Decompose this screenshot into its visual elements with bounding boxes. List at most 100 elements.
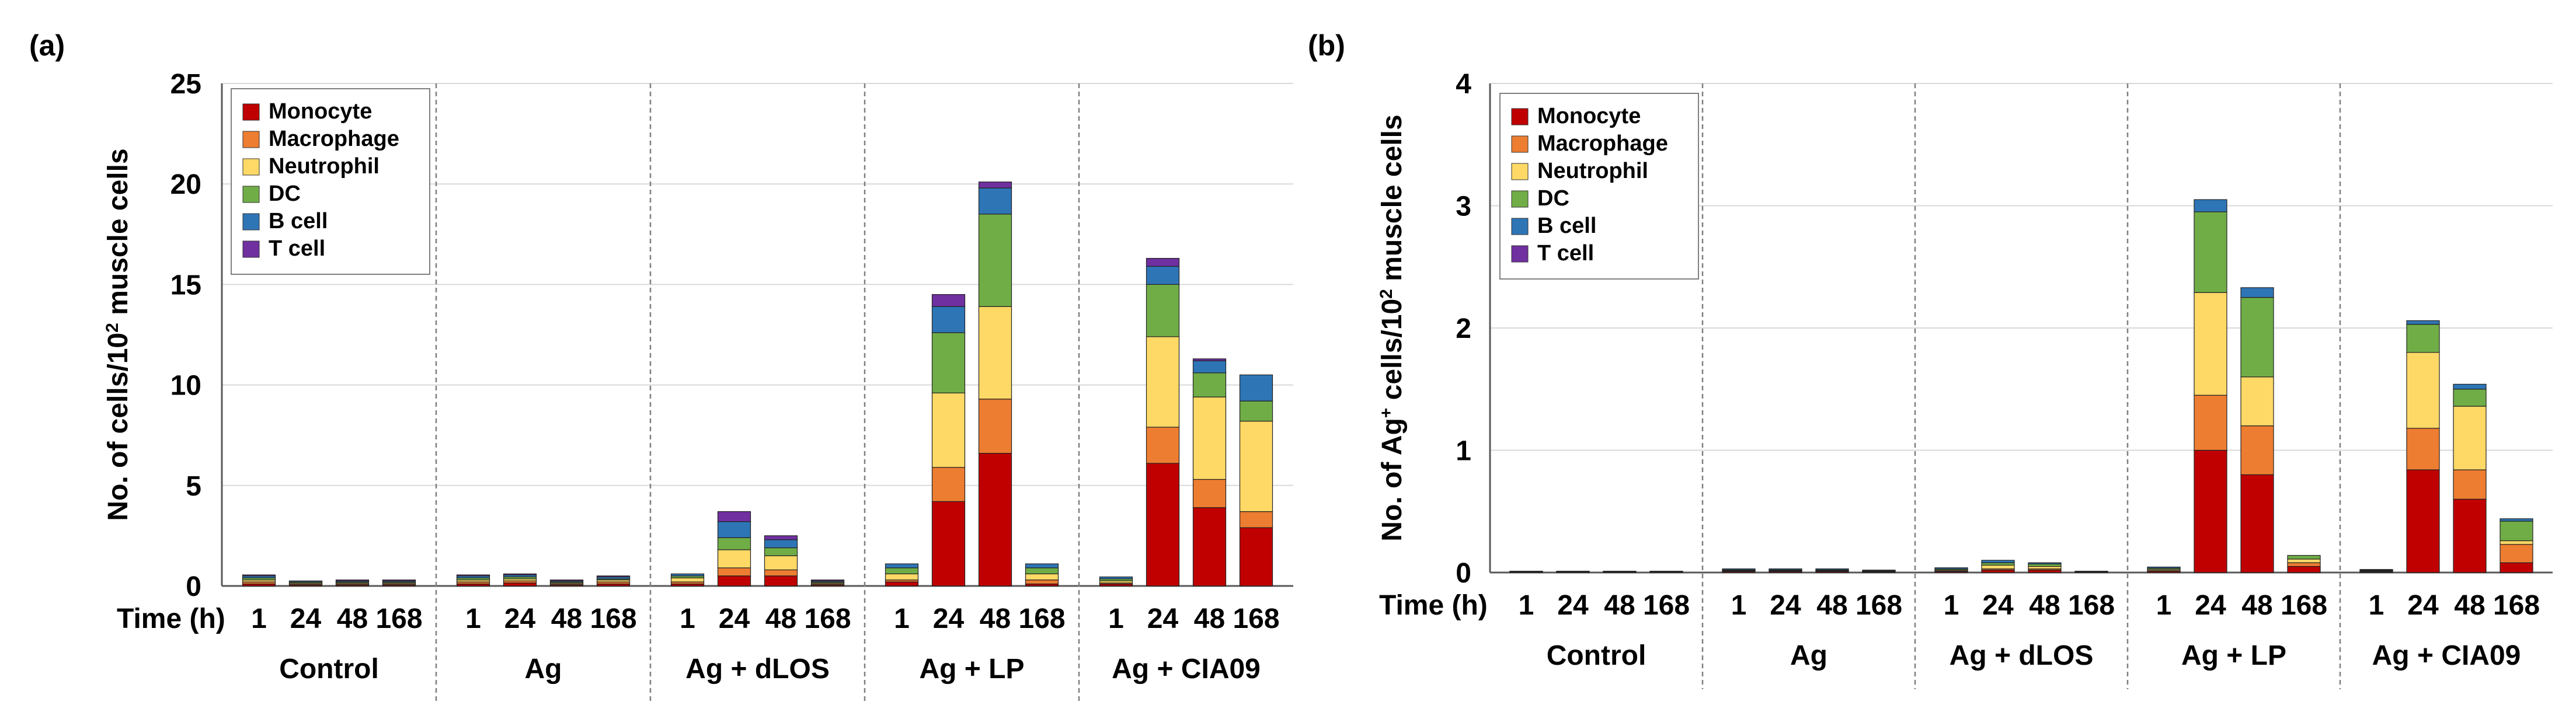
legend-swatch bbox=[1511, 190, 1529, 208]
legend-swatch bbox=[242, 213, 260, 231]
bar-segment-macrophage bbox=[2287, 562, 2321, 567]
bar-segment-b-cell bbox=[2194, 199, 2227, 212]
bar-segment-dc bbox=[2500, 521, 2533, 542]
bar-segment-dc bbox=[1239, 400, 1273, 422]
bar-segment-t-cell bbox=[978, 182, 1012, 189]
legend-swatch bbox=[1511, 163, 1529, 180]
bar-segment-b-cell bbox=[1099, 576, 1133, 580]
x-tick-label: 24 bbox=[290, 603, 322, 634]
legend-label: Monocyte bbox=[269, 99, 372, 124]
legend-box bbox=[231, 88, 430, 275]
bar-segment-b-cell bbox=[670, 573, 705, 577]
x-axis-title: Time (h) bbox=[117, 603, 225, 634]
bar-segment-b-cell bbox=[1862, 570, 1896, 571]
bar-segment-b-cell bbox=[1981, 560, 2015, 563]
y-axis-title: No. of cells/102 muscle cells bbox=[103, 148, 134, 521]
group-label: Ag + LP bbox=[2181, 640, 2286, 671]
bar-segment-dc bbox=[2406, 324, 2440, 353]
bar-segment-t-cell bbox=[1192, 358, 1227, 361]
legend-swatch bbox=[1511, 218, 1529, 235]
y-tick-label: 2 bbox=[1456, 313, 1471, 344]
bar-segment-monocyte bbox=[1981, 570, 2015, 573]
x-tick-label: 24 bbox=[504, 603, 536, 634]
x-tick-label: 48 bbox=[765, 603, 796, 634]
x-tick-label: 168 bbox=[1643, 590, 1690, 621]
y-tick-label: 25 bbox=[170, 69, 201, 100]
bar-segment-b-cell bbox=[885, 563, 919, 568]
x-tick-label: 1 bbox=[894, 603, 910, 634]
group-label: Control bbox=[279, 654, 379, 685]
bar-segment-b-cell bbox=[288, 580, 323, 582]
bar-segment-neutrophil bbox=[764, 555, 798, 571]
bar-segment-t-cell bbox=[382, 580, 416, 581]
bar-segment-b-cell bbox=[2028, 562, 2062, 564]
x-tick-label: 168 bbox=[590, 603, 636, 634]
bar-segment-monocyte bbox=[885, 581, 919, 587]
x-tick-label: 24 bbox=[1982, 590, 2014, 621]
x-tick-label: 1 bbox=[1108, 603, 1124, 634]
panel-label: (b) bbox=[1308, 29, 1345, 62]
legend-swatch bbox=[1511, 108, 1529, 125]
bar-segment-b-cell bbox=[978, 187, 1012, 215]
bar-segment-neutrophil bbox=[1981, 564, 2015, 570]
bar-segment-t-cell bbox=[717, 511, 751, 522]
bar-segment-dc bbox=[2287, 555, 2321, 560]
group-label: Ag + LP bbox=[919, 654, 1024, 685]
x-tick-label: 168 bbox=[2068, 590, 2115, 621]
bar-segment-macrophage bbox=[978, 399, 1012, 454]
bar-segment-neutrophil bbox=[2240, 376, 2274, 427]
legend-label: DC bbox=[1537, 186, 1569, 211]
bar-segment-b-cell bbox=[1239, 374, 1273, 402]
x-tick-label: 1 bbox=[1944, 590, 1959, 621]
x-tick-label: 168 bbox=[375, 603, 422, 634]
bar-segment-neutrophil bbox=[717, 549, 751, 568]
legend-label: T cell bbox=[269, 236, 325, 261]
legend-swatch bbox=[242, 158, 260, 176]
bar-segment-dc bbox=[978, 214, 1012, 307]
bar-segment-neutrophil bbox=[2500, 540, 2533, 545]
bar-segment-monocyte bbox=[764, 575, 798, 587]
x-tick-label: 1 bbox=[251, 603, 267, 634]
bar-segment-macrophage bbox=[2500, 544, 2533, 563]
bar-segment-b-cell bbox=[1722, 568, 1756, 570]
bar-segment-dc bbox=[2028, 563, 2062, 567]
bar-segment-neutrophil bbox=[1239, 420, 1273, 512]
bar-segment-macrophage bbox=[717, 567, 751, 577]
x-tick-label: 24 bbox=[719, 603, 750, 634]
group-label: Ag bbox=[1790, 640, 1827, 671]
bar-segment-macrophage bbox=[2194, 395, 2227, 451]
bar-segment-monocyte bbox=[2194, 449, 2227, 573]
x-tick-label: 24 bbox=[1557, 590, 1589, 621]
bar-segment-monocyte bbox=[2500, 562, 2533, 573]
bar-segment-b-cell bbox=[1192, 360, 1227, 374]
group-label: Ag + CIA09 bbox=[2372, 640, 2521, 671]
group-label: Control bbox=[1547, 640, 1646, 671]
bar-segment-t-cell bbox=[549, 580, 584, 581]
bar-segment-dc bbox=[1025, 567, 1059, 574]
x-tick-label: 24 bbox=[2195, 590, 2226, 621]
x-tick-label: 48 bbox=[1604, 590, 1635, 621]
bar-segment-t-cell bbox=[810, 580, 845, 581]
bar-segment-dc bbox=[931, 332, 966, 393]
bar-segment-t-cell bbox=[764, 535, 798, 540]
bar-segment-monocyte bbox=[717, 575, 751, 587]
bar-segment-monocyte bbox=[503, 582, 537, 587]
legend-swatch bbox=[242, 103, 260, 121]
x-tick-label: 48 bbox=[2454, 590, 2485, 621]
bar-segment-neutrophil bbox=[2028, 566, 2062, 570]
bar-segment-b-cell bbox=[2406, 320, 2440, 325]
bar-segment-monocyte bbox=[2453, 498, 2487, 573]
x-tick-label: 24 bbox=[1770, 590, 1801, 621]
bar-segment-neutrophil bbox=[2287, 559, 2321, 563]
bar-segment-t-cell bbox=[503, 573, 537, 575]
panel-label: (a) bbox=[29, 29, 65, 62]
legend-swatch bbox=[242, 131, 260, 148]
legend-box bbox=[1499, 93, 1699, 280]
legend-label: DC bbox=[269, 182, 301, 206]
x-tick-label: 1 bbox=[2369, 590, 2384, 621]
legend-label: Macrophage bbox=[1537, 131, 1668, 156]
x-tick-label: 48 bbox=[980, 603, 1011, 634]
x-tick-label: 168 bbox=[1856, 590, 1902, 621]
y-tick-label: 0 bbox=[1456, 558, 1471, 589]
